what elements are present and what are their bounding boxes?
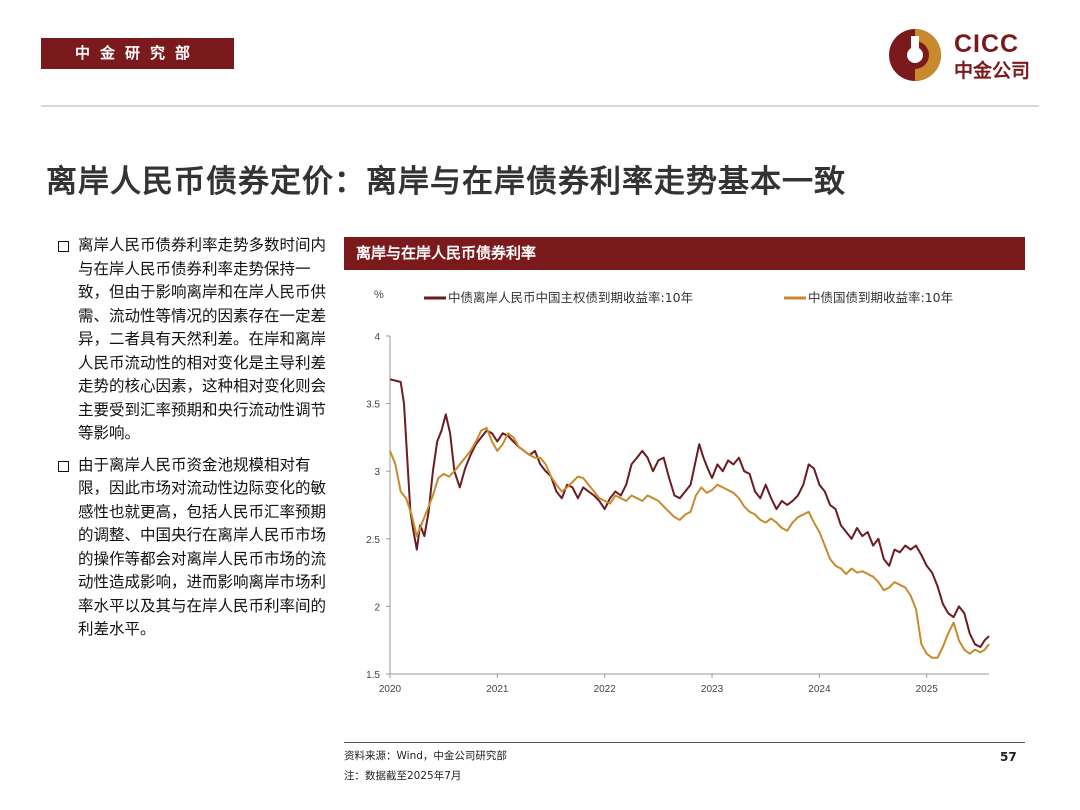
- source-note: 资料来源：Wind，中金公司研究部: [344, 750, 507, 762]
- cicc-logo: CICC 中金公司: [888, 28, 1048, 84]
- y-tick-label: 2: [374, 602, 380, 613]
- bullet-text: 由于离岸人民币资金池规模相对有限，因此市场对流动性边际变化的敏感性也就更高，包括…: [78, 455, 327, 639]
- bullet-text: 离岸人民币债券利率走势多数时间内与在岸人民币债券利率走势保持一致，但由于影响离岸…: [78, 236, 327, 442]
- y-tick-label: 3: [374, 467, 380, 478]
- footer-divider: [344, 742, 1025, 743]
- bullet-item: 离岸人民币债券利率走势多数时间内与在岸人民币债券利率走势保持一致，但由于影响离岸…: [58, 234, 338, 446]
- onshore-yield-line: [389, 426, 990, 659]
- bullet-square-icon: [58, 460, 69, 472]
- yield-line-chart: 1.5 2 2.5 3 3.5 4 2020 2021 2022 2023 2024 2025% 中债离…: [366, 289, 990, 695]
- header-divider: [41, 105, 1039, 107]
- page-title: 离岸人民币债券定价：离岸与在岸债券利率走势基本一致: [46, 164, 846, 200]
- logo-text-en: CICC: [954, 30, 1020, 58]
- data-note: 注：数据截至2025年7月: [344, 770, 462, 782]
- chart-header-title: 离岸与在岸人民币债券利率: [356, 244, 537, 262]
- x-tick-label: 2021: [486, 684, 509, 695]
- y-axis-unit-label: %: [374, 289, 384, 301]
- bullet-list: 离岸人民币债券利率走势多数时间内与在岸人民币债券利率走势保持一致，但由于影响离岸…: [58, 234, 338, 650]
- page-number: 57: [1000, 750, 1017, 764]
- legend-label: 中债国债到期收益率:10年: [808, 290, 953, 305]
- y-tick-label: 2.5: [366, 535, 380, 546]
- cicc-logo-icon: [889, 29, 941, 81]
- y-tick-label: 1.5: [366, 670, 380, 681]
- x-tick-label: 2022: [594, 684, 617, 695]
- y-tick-label: 4: [374, 332, 380, 343]
- bullet-square-icon: [58, 241, 69, 252]
- x-tick-label: 2024: [808, 684, 831, 695]
- legend-label: 中债离岸人民币中国主权债到期收益率:10年: [448, 290, 693, 305]
- logo-text-cn: 中金公司: [954, 60, 1031, 82]
- x-tick-label: 2023: [701, 684, 724, 695]
- chart-header: 离岸与在岸人民币债券利率: [344, 237, 1025, 270]
- x-tick-label: 2020: [379, 684, 402, 695]
- offshore-yield-line: [389, 378, 990, 648]
- y-tick-label: 3.5: [366, 400, 380, 411]
- department-badge: 中金研究部: [41, 38, 234, 69]
- bullet-item: 由于离岸人民币资金池规模相对有限，因此市场对流动性边际变化的敏感性也就更高，包括…: [58, 454, 338, 642]
- x-tick-label: 2025: [916, 684, 939, 695]
